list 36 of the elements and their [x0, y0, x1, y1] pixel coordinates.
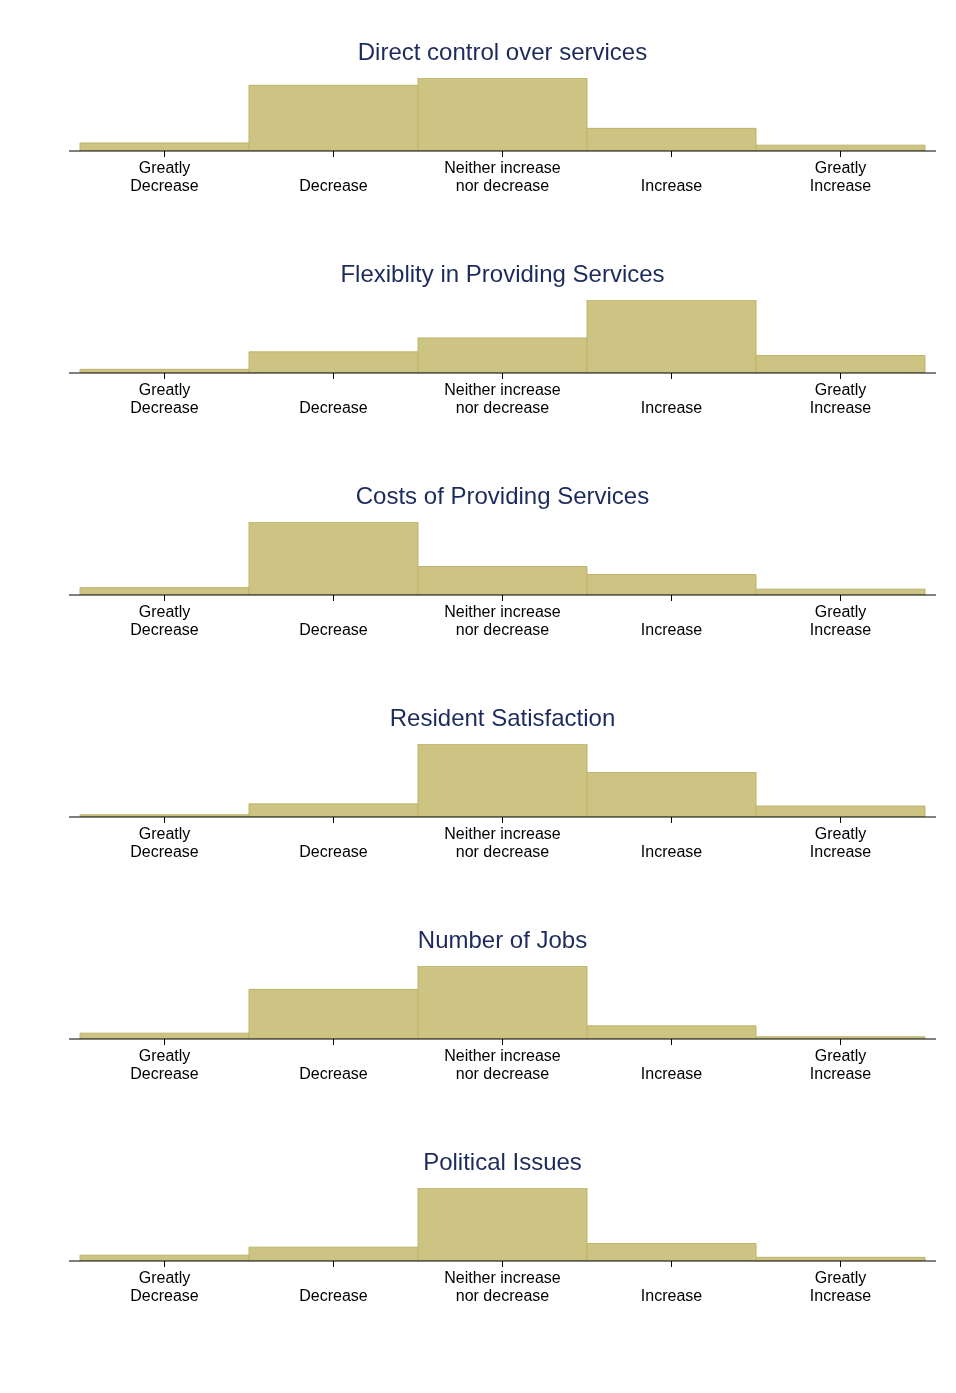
x-tick-label: Decrease: [299, 1287, 368, 1304]
x-tick-label: Greatly Increase: [809, 1047, 872, 1082]
x-tick-label: Neither increase nor decrease: [444, 825, 561, 860]
x-tick-label: Neither increase nor decrease: [444, 159, 561, 194]
chart-title: Flexiblity in Providing Services: [339, 260, 666, 287]
x-tick-label: Greatly Decrease: [130, 381, 199, 416]
x-tick-label: Greatly Decrease: [130, 825, 199, 860]
x-tick-label: Decrease: [299, 843, 368, 860]
chart-title: Costs of Providing Services: [354, 482, 651, 509]
x-tick-label: Neither increase nor decrease: [444, 1269, 561, 1304]
x-tick-label: Increase: [640, 399, 703, 416]
x-tick-label: Decrease: [299, 621, 368, 638]
x-tick-label: Greatly Increase: [809, 603, 872, 638]
x-tick-label: Increase: [640, 1065, 703, 1082]
x-tick-label: Increase: [640, 177, 703, 194]
chart-title: Resident Satisfaction: [388, 704, 617, 731]
x-tick-label: Greatly Increase: [809, 1269, 872, 1304]
x-tick-label: Greatly Decrease: [130, 159, 199, 194]
x-tick-label: Greatly Decrease: [130, 1269, 199, 1304]
x-tick-label: Greatly Increase: [809, 159, 872, 194]
x-tick-label: Neither increase nor decrease: [444, 381, 561, 416]
x-tick-label: Greatly Decrease: [130, 603, 199, 638]
x-tick-label: Decrease: [299, 177, 368, 194]
x-tick-label: Decrease: [299, 1065, 368, 1082]
x-tick-label: Neither increase nor decrease: [444, 603, 561, 638]
chart-title: Number of Jobs: [416, 926, 589, 953]
chart-title: Political Issues: [422, 1148, 583, 1175]
x-tick-label: Decrease: [299, 399, 368, 416]
x-tick-label: Greatly Decrease: [130, 1047, 199, 1082]
x-tick-label: Greatly Increase: [809, 825, 872, 860]
x-tick-label: Increase: [640, 621, 703, 638]
x-tick-label: Increase: [640, 843, 703, 860]
x-tick-label: Greatly Increase: [809, 381, 872, 416]
x-tick-label: Increase: [640, 1287, 703, 1304]
chart-title: Direct control over services: [356, 38, 649, 65]
x-tick-label: Neither increase nor decrease: [444, 1047, 561, 1082]
